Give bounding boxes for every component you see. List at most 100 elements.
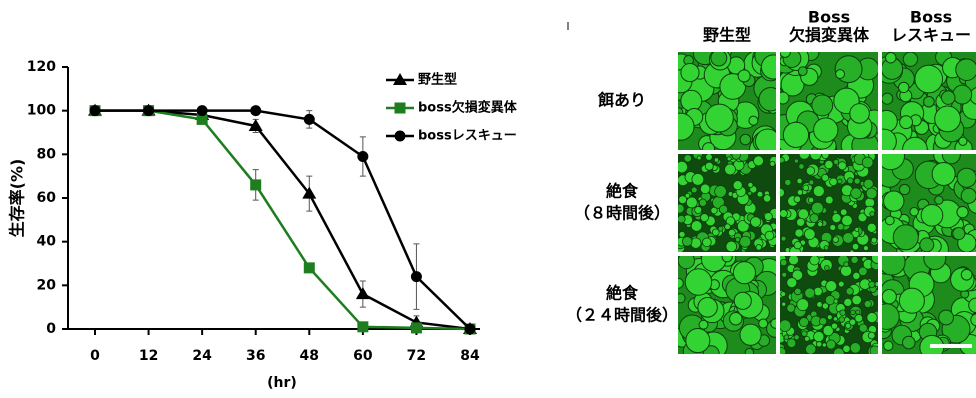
row-label: （２４時間後）: [566, 306, 678, 325]
cell: [859, 324, 867, 332]
cell: [867, 312, 877, 322]
cell: [682, 237, 692, 247]
cell: [780, 47, 791, 58]
cell: [681, 64, 699, 82]
cell: [838, 162, 846, 170]
cell: [771, 319, 781, 329]
cell: [852, 243, 859, 250]
cell: [824, 245, 829, 250]
cell: [863, 246, 868, 251]
figure: 020406080100120012243648607284生存率(%)(hr)…: [0, 0, 976, 398]
cell: [809, 180, 814, 185]
cell: [799, 149, 810, 160]
cell: [853, 272, 860, 279]
x-tick-label: 72: [407, 348, 426, 364]
cell: [770, 161, 775, 166]
marker: [357, 151, 368, 162]
cell: [745, 348, 753, 356]
cell: [727, 157, 731, 161]
cell: [776, 188, 785, 197]
cell: [957, 206, 968, 217]
marker: [250, 105, 261, 116]
cell: [703, 143, 715, 155]
cell: [691, 187, 697, 193]
cell: [725, 224, 731, 230]
row-label: 餌あり: [597, 91, 646, 110]
cell: [921, 205, 943, 227]
cell: [715, 186, 727, 198]
cell: [703, 238, 712, 247]
cell: [832, 214, 841, 223]
cell: [755, 129, 779, 153]
x-tick-label: 0: [90, 348, 100, 364]
cell: [813, 186, 824, 197]
x-tick-label: 60: [353, 348, 373, 364]
cell: [750, 217, 760, 227]
cell: [780, 259, 787, 266]
micrograph: [872, 49, 976, 163]
cell: [780, 210, 788, 218]
cell: [794, 288, 801, 295]
cell: [779, 320, 791, 332]
column-header: Boss: [808, 8, 850, 27]
cell: [867, 223, 876, 232]
cell: [826, 340, 835, 349]
cell: [781, 236, 786, 241]
marker: [250, 179, 261, 190]
cell: [886, 53, 896, 63]
cell: [738, 70, 750, 82]
cell: [764, 213, 772, 221]
cell: [822, 303, 828, 309]
cell: [850, 343, 861, 354]
legend-marker: [395, 103, 406, 114]
cell: [705, 162, 713, 170]
y-tick-label: 20: [37, 277, 57, 293]
cell: [787, 278, 797, 288]
cell: [686, 197, 697, 208]
cell: [851, 310, 856, 315]
cell: [864, 300, 871, 307]
cell: [726, 241, 737, 252]
cell: [759, 88, 782, 111]
cell: [797, 190, 803, 196]
cell: [838, 179, 843, 184]
cell: [961, 188, 976, 203]
cell: [759, 319, 768, 328]
cell: [695, 206, 702, 213]
row-label: 絶食: [606, 284, 639, 303]
cell: [781, 292, 786, 297]
marker: [411, 271, 422, 282]
cell: [855, 227, 859, 231]
cell: [870, 212, 875, 217]
marker: [411, 322, 422, 333]
micrograph: [673, 149, 780, 253]
cell: [678, 215, 686, 223]
column-header: Boss: [910, 8, 952, 27]
cell: [957, 168, 976, 187]
cell: [787, 304, 795, 312]
cell: [902, 336, 915, 349]
cell: [870, 346, 880, 356]
cell: [799, 318, 808, 327]
cell: [711, 207, 718, 214]
cell: [961, 269, 972, 280]
x-axis-label: (hr): [267, 375, 297, 391]
cell: [875, 282, 880, 287]
cell: [799, 164, 804, 169]
cell: [794, 241, 801, 248]
cell: [728, 229, 735, 236]
cell: [935, 106, 961, 132]
cell: [740, 236, 751, 247]
cell: [732, 151, 740, 159]
cell: [698, 298, 718, 318]
cell: [714, 158, 718, 162]
cell: [833, 237, 839, 243]
y-axis-label: 生存率(%): [8, 159, 27, 238]
cell: [679, 231, 685, 237]
cell: [679, 196, 687, 204]
cell: [854, 178, 860, 184]
cell: [719, 205, 727, 213]
cell: [711, 50, 727, 66]
cell: [903, 52, 917, 66]
cell: [932, 162, 955, 185]
